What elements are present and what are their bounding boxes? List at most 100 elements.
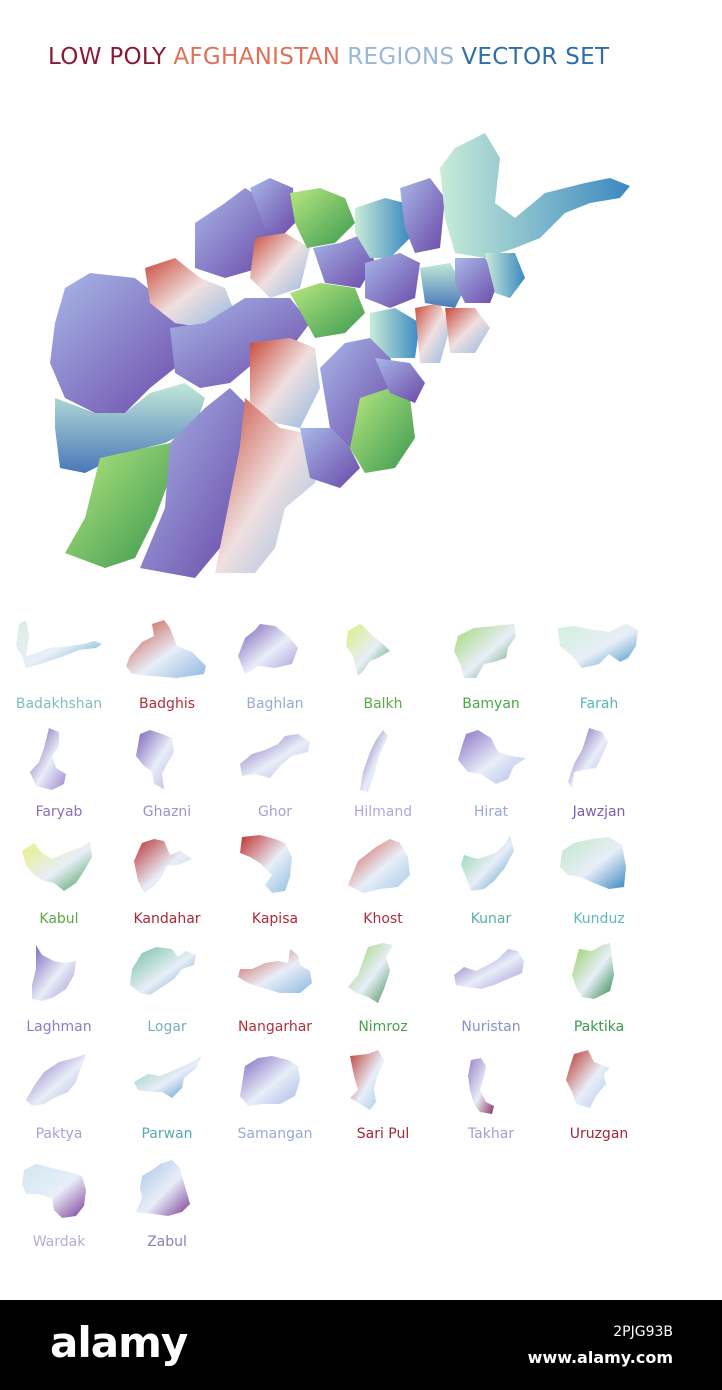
- region-polygon: [568, 727, 608, 788]
- title-part: REGIONS: [347, 44, 455, 70]
- title-part: LOW POLY: [48, 44, 167, 70]
- region-shape: [22, 841, 92, 891]
- region-card: Balkh: [329, 616, 437, 724]
- region-shape: [126, 620, 206, 678]
- region-polygon: [461, 835, 514, 891]
- region-polygon: [360, 729, 388, 792]
- region-shape: [16, 620, 102, 668]
- region-shape: [348, 839, 410, 893]
- region-card: Sari Pul: [329, 1046, 437, 1154]
- region-shape: [458, 729, 526, 784]
- region-card: Hirat: [437, 724, 545, 832]
- region-card: Takhar: [437, 1046, 545, 1154]
- region-shape: [136, 1159, 190, 1216]
- region-card: Nangarhar: [221, 939, 329, 1047]
- region-polygon: [454, 948, 524, 989]
- region-label: Jawzjan: [572, 803, 626, 820]
- region-shape: [240, 733, 310, 778]
- region-polygon: [130, 946, 196, 995]
- region-polygon: [560, 837, 626, 889]
- region-card: Ghazni: [113, 724, 221, 832]
- region-label: Nuristan: [461, 1018, 521, 1035]
- region-label: Nimroz: [358, 1018, 408, 1035]
- afghanistan-low-poly-map: [50, 133, 630, 578]
- region-card: Nimroz: [329, 939, 437, 1047]
- region-label: Samangan: [237, 1126, 313, 1142]
- region-card: Khost: [329, 831, 437, 939]
- region-shape: [346, 624, 390, 676]
- region-card: Laghman: [5, 939, 113, 1047]
- region-shape: [454, 624, 516, 678]
- region-card: Samangan: [221, 1046, 329, 1154]
- region-polygon: [350, 1050, 384, 1110]
- region-shape: [130, 946, 196, 995]
- site-url[interactable]: www.alamy.com: [527, 1348, 673, 1367]
- region-shape: [32, 944, 76, 1001]
- region-shape: [572, 942, 614, 999]
- region-card: Uruzgan: [545, 1046, 653, 1154]
- region-label: Farah: [579, 696, 619, 712]
- region-label: Sari Pul: [356, 1126, 410, 1142]
- region-shape: [240, 1056, 300, 1106]
- region-label: Baghlan: [246, 696, 304, 712]
- region-label: Badakhshan: [15, 696, 103, 712]
- region-polygon: [22, 841, 92, 891]
- region-card: Logar: [113, 939, 221, 1047]
- region-shape: [240, 835, 292, 893]
- region-label: Ghazni: [142, 803, 192, 820]
- region-polygon: [30, 727, 66, 790]
- region-label: Kapisa: [251, 911, 299, 927]
- region-shape: [566, 1050, 610, 1108]
- region-polygon: [454, 624, 516, 678]
- region-label: Khost: [363, 911, 403, 927]
- region-card: Faryab: [5, 724, 113, 832]
- footer-bar: alamy 2PJG93B www.alamy.com: [0, 1300, 722, 1390]
- region-shape: [454, 948, 524, 989]
- region-card: Wardak: [5, 1154, 113, 1262]
- region-label: Takhar: [467, 1126, 515, 1142]
- region-polygon: [126, 620, 206, 678]
- region-polygon: [468, 1058, 494, 1114]
- region-polygon: [566, 1050, 610, 1108]
- region-label: Paktika: [573, 1018, 625, 1035]
- region-shape: [461, 835, 514, 891]
- region-card: Badghis: [113, 616, 221, 724]
- region-shape: [568, 727, 608, 788]
- region-polygon: [134, 839, 192, 893]
- region-label: Kunar: [470, 911, 512, 927]
- region-shape: [134, 1056, 202, 1098]
- region-label: Zabul: [147, 1233, 187, 1250]
- region-polygon: [134, 1056, 202, 1098]
- region-label: Balkh: [363, 696, 403, 712]
- region-label: Hirat: [473, 803, 509, 820]
- region-shape: [30, 727, 66, 790]
- region-label: Ghor: [257, 803, 293, 820]
- region-label: Wardak: [32, 1233, 86, 1250]
- region-polygon: [346, 624, 390, 676]
- region-polygon: [558, 624, 638, 668]
- region-label: Kandahar: [133, 911, 201, 927]
- region-label: Faryab: [35, 803, 83, 820]
- region-card: Parwan: [113, 1046, 221, 1154]
- region-shape: [238, 624, 298, 674]
- region-shape: [348, 942, 393, 1003]
- region-polygon: [240, 1056, 300, 1106]
- region-polygon: [240, 733, 310, 778]
- region-polygon: [348, 839, 410, 893]
- region-label: Laghman: [26, 1018, 92, 1035]
- region-card: Hilmand: [329, 724, 437, 832]
- region-card: Badakhshan: [5, 616, 113, 724]
- region-label: Uruzgan: [569, 1126, 629, 1142]
- region-polygon: [22, 1163, 86, 1218]
- poster-title: LOW POLY AFGHANISTAN REGIONS VECTOR SET: [48, 44, 616, 70]
- region-polygon: [238, 624, 298, 674]
- region-label: Kunduz: [573, 911, 625, 927]
- region-label: Nangarhar: [237, 1018, 313, 1035]
- region-label: Parwan: [141, 1126, 193, 1142]
- region-card: Ghor: [221, 724, 329, 832]
- region-card: Paktya: [5, 1046, 113, 1154]
- region-polygon: [572, 942, 614, 999]
- region-label: Paktya: [35, 1126, 83, 1142]
- alamy-logo[interactable]: alamy: [50, 1318, 188, 1367]
- region-card: Kandahar: [113, 831, 221, 939]
